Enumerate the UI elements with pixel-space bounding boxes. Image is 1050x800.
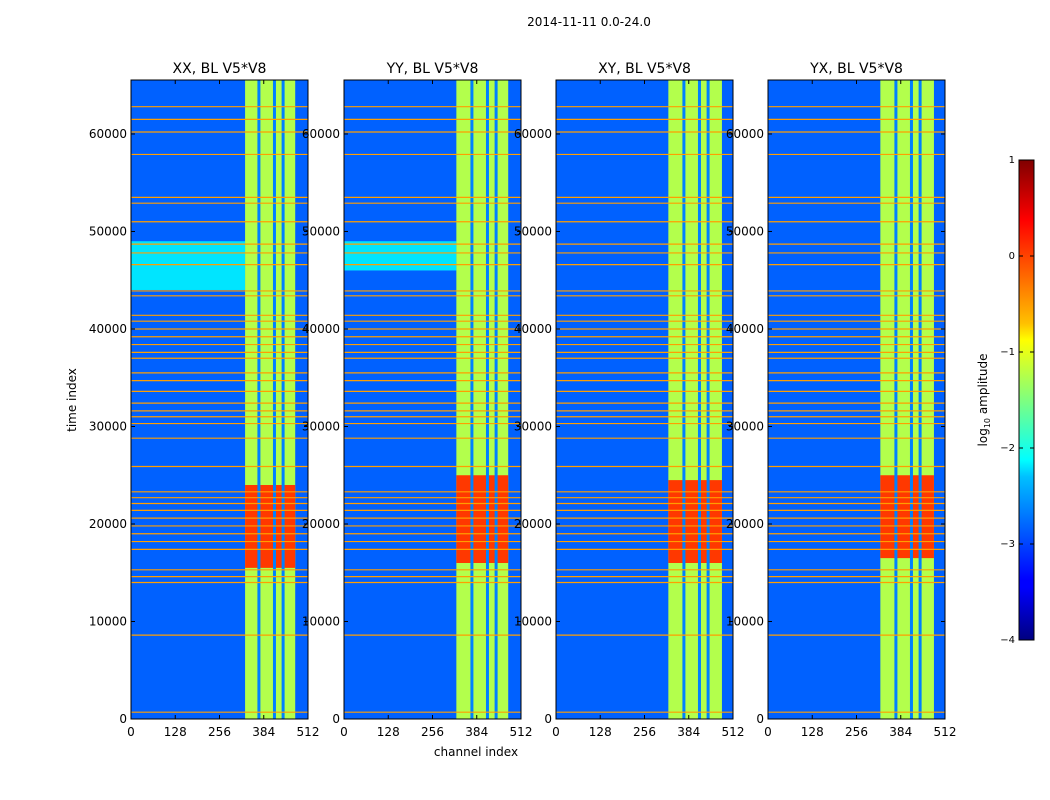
y-tick-label: 50000 bbox=[302, 224, 340, 238]
active-channel-block bbox=[668, 80, 722, 719]
heatmap-panel: YX, BL V5*V8 0 128 256 384 512 0 10000 20000 3000… bbox=[726, 61, 957, 739]
y-tick-label: 60000 bbox=[726, 127, 764, 141]
y-tick-label: 20000 bbox=[726, 517, 764, 531]
x-tick-label: 128 bbox=[589, 725, 612, 739]
y-tick-label: 50000 bbox=[514, 224, 552, 238]
y-tick-label: 60000 bbox=[89, 127, 127, 141]
channel-gap bbox=[697, 80, 701, 719]
x-tick-label: 256 bbox=[421, 725, 444, 739]
x-tick-label: 0 bbox=[340, 725, 348, 739]
channel-gap bbox=[494, 80, 498, 719]
x-tick-label: 384 bbox=[465, 725, 488, 739]
y-tick-label: 30000 bbox=[302, 419, 340, 433]
x-tick-label: 256 bbox=[208, 725, 231, 739]
x-tick-label: 0 bbox=[552, 725, 560, 739]
channel-gap bbox=[257, 80, 261, 719]
y-tick-label: 30000 bbox=[726, 419, 764, 433]
panel-title: YY, BL V5*V8 bbox=[386, 61, 479, 77]
x-tick-label: 384 bbox=[677, 725, 700, 739]
weak-interference-band bbox=[131, 241, 246, 290]
colorbar-tick-label: −3 bbox=[1000, 539, 1015, 550]
y-tick-label: 40000 bbox=[514, 322, 552, 336]
y-tick-label: 50000 bbox=[726, 224, 764, 238]
heatmap-panel: YY, BL V5*V8 0 128 256 384 512 0 10000 20000 3000… bbox=[302, 61, 533, 739]
channel-gap bbox=[894, 80, 898, 719]
x-tick-label: 256 bbox=[633, 725, 656, 739]
y-tick-label: 0 bbox=[544, 712, 552, 726]
x-tick-label: 0 bbox=[127, 725, 135, 739]
x-tick-label: 384 bbox=[252, 725, 275, 739]
y-tick-label: 50000 bbox=[89, 224, 127, 238]
x-tick-label: 256 bbox=[845, 725, 868, 739]
channel-gap bbox=[485, 80, 489, 719]
y-tick-label: 40000 bbox=[726, 322, 764, 336]
colorbar-label-suffix: amplitude bbox=[976, 354, 990, 418]
figure-suptitle: 2014-11-11 0.0-24.0 bbox=[527, 15, 651, 29]
y-tick-label: 0 bbox=[756, 712, 764, 726]
y-tick-label: 10000 bbox=[726, 614, 764, 628]
y-tick-label: 10000 bbox=[302, 614, 340, 628]
y-tick-label: 60000 bbox=[514, 127, 552, 141]
heatmap-panel: XY, BL V5*V8 0 128 256 384 512 0 10000 20000 3000… bbox=[514, 61, 745, 739]
x-tick-label: 512 bbox=[510, 725, 533, 739]
x-tick-label: 384 bbox=[889, 725, 912, 739]
x-tick-label: 512 bbox=[722, 725, 745, 739]
channel-gap bbox=[918, 80, 922, 719]
colorbar-tick-label: 1 bbox=[1009, 155, 1015, 166]
y-tick-label: 40000 bbox=[89, 322, 127, 336]
y-tick-label: 20000 bbox=[302, 517, 340, 531]
channel-gap bbox=[682, 80, 686, 719]
x-tick-label: 128 bbox=[801, 725, 824, 739]
x-tick-label: 512 bbox=[934, 725, 957, 739]
colorbar-tick-label: −1 bbox=[1000, 347, 1015, 358]
x-tick-label: 128 bbox=[164, 725, 187, 739]
y-axis-label: time index bbox=[65, 368, 79, 432]
active-channel-block bbox=[245, 80, 296, 719]
strong-signal-region bbox=[880, 475, 934, 559]
strong-signal-region bbox=[668, 480, 722, 563]
colorbar-gradient bbox=[1018, 159, 1035, 641]
y-tick-label: 20000 bbox=[89, 517, 127, 531]
heatmap-panel: XX, BL V5*V8 0 128 256 384 512 0 10000 20000 3000… bbox=[89, 61, 320, 739]
colorbar-tick-label: −2 bbox=[1000, 443, 1015, 454]
colorbar-tick-label: −4 bbox=[1000, 635, 1015, 646]
y-tick-label: 10000 bbox=[89, 614, 127, 628]
strong-signal-region bbox=[456, 475, 509, 563]
channel-gap bbox=[272, 80, 276, 719]
weak-interference-band bbox=[344, 241, 457, 271]
x-axis-label: channel index bbox=[434, 745, 518, 759]
panel-title: XY, BL V5*V8 bbox=[598, 61, 691, 77]
channel-gap bbox=[281, 80, 285, 719]
colorbar-label-subscript: 10 bbox=[983, 418, 992, 428]
colorbar-label: log10 amplitude bbox=[976, 354, 992, 447]
x-tick-label: 0 bbox=[764, 725, 772, 739]
y-tick-label: 0 bbox=[332, 712, 340, 726]
y-tick-label: 40000 bbox=[302, 322, 340, 336]
y-tick-label: 0 bbox=[119, 712, 127, 726]
y-tick-label: 30000 bbox=[514, 419, 552, 433]
y-tick-label: 60000 bbox=[302, 127, 340, 141]
active-channel-block bbox=[456, 80, 509, 719]
colorbar: 10−1−2−3−4 log10 amplitude bbox=[976, 155, 1035, 646]
y-tick-label: 10000 bbox=[514, 614, 552, 628]
x-tick-label: 128 bbox=[377, 725, 400, 739]
panel-title: XX, BL V5*V8 bbox=[173, 61, 267, 77]
active-channel-block bbox=[880, 80, 934, 719]
y-tick-label: 30000 bbox=[89, 419, 127, 433]
x-tick-label: 512 bbox=[297, 725, 320, 739]
panel-title: YX, BL V5*V8 bbox=[809, 61, 903, 77]
y-tick-label: 20000 bbox=[514, 517, 552, 531]
channel-gap bbox=[470, 80, 474, 719]
channel-gap bbox=[706, 80, 710, 719]
channel-gap bbox=[909, 80, 913, 719]
colorbar-ticks: 1 0 −1 −2 −3 −4 bbox=[1000, 155, 1034, 646]
panels: XX, BL V5*V8 0 128 256 384 512 0 10000 20000 3000… bbox=[89, 61, 957, 739]
colorbar-tick-label: 0 bbox=[1009, 251, 1015, 262]
